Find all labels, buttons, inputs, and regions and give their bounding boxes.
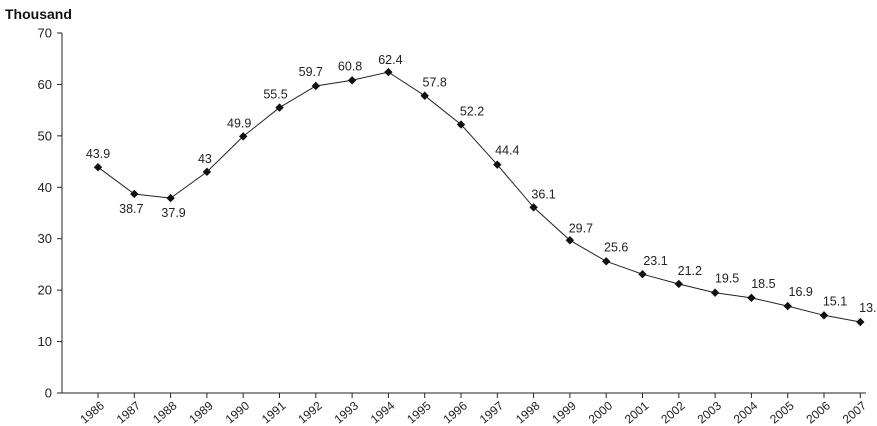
data-label: 49.9 (227, 116, 251, 130)
x-tick-label: 1990 (223, 398, 253, 426)
y-tick-label: 30 (38, 231, 52, 246)
data-point-marker (311, 81, 320, 91)
data-point-marker (493, 160, 502, 169)
data-label: 18.5 (751, 277, 775, 291)
data-label: 25.6 (604, 240, 628, 254)
data-label: 15.1 (823, 294, 847, 308)
data-label: 16.9 (789, 285, 813, 299)
y-tick-label: 70 (38, 26, 52, 41)
data-label: 36.1 (531, 187, 555, 201)
data-point-marker (166, 193, 175, 203)
x-tick-label: 1987 (114, 398, 144, 426)
x-tick-label: 1999 (549, 398, 579, 426)
data-point-marker (602, 257, 611, 266)
x-tick-label: 1997 (477, 398, 507, 426)
data-label: 62.4 (378, 53, 402, 67)
data-point-marker (710, 288, 720, 297)
x-tick-label: 2006 (803, 398, 833, 426)
x-tick-label: 2007 (840, 398, 870, 426)
data-point-marker (565, 236, 575, 245)
data-label: 43.9 (86, 147, 110, 161)
data-point-marker (456, 120, 466, 129)
x-tick-label: 2003 (695, 398, 725, 426)
x-tick-label: 1991 (259, 398, 289, 426)
x-tick-label: 2002 (658, 398, 688, 426)
y-tick-label: 60 (38, 77, 52, 92)
data-point-marker (819, 311, 829, 320)
x-tick-label: 1998 (513, 398, 543, 426)
data-point-marker (347, 76, 357, 85)
data-label: 59.7 (299, 65, 323, 79)
data-point-marker (384, 67, 393, 77)
data-label: 23.1 (643, 254, 667, 268)
data-point-marker (130, 189, 139, 199)
y-tick-label: 10 (38, 334, 52, 349)
data-label: 44.4 (495, 144, 519, 158)
data-label: 60.8 (338, 59, 362, 73)
data-point-marker (747, 293, 756, 303)
x-tick-label: 2005 (767, 398, 797, 426)
data-label: 29.7 (569, 221, 593, 235)
data-point-marker (783, 301, 792, 311)
x-tick-label: 1994 (368, 398, 398, 426)
x-tick-label: 1989 (186, 398, 216, 426)
x-tick-label: 2004 (731, 398, 761, 426)
data-label: 21.2 (678, 264, 702, 278)
data-label: 38.7 (119, 202, 143, 216)
y-tick-label: 0 (45, 386, 52, 401)
data-point-marker (529, 203, 538, 212)
y-tick-label: 40 (38, 180, 52, 195)
data-point-marker (674, 279, 683, 289)
x-tick-label: 1992 (295, 398, 325, 426)
data-label: 55.5 (263, 88, 287, 102)
x-tick-label: 1986 (77, 398, 107, 426)
x-tick-label: 2000 (586, 398, 616, 426)
series-line (97, 71, 861, 323)
data-point-marker (202, 167, 212, 177)
data-point-marker (93, 163, 103, 172)
x-tick-label: 1988 (150, 398, 180, 426)
data-point-marker (420, 91, 429, 100)
data-label: 57.8 (423, 76, 447, 90)
x-tick-label: 2001 (622, 398, 652, 426)
x-tick-label: 1995 (404, 398, 434, 426)
data-label: 13.8 (859, 301, 877, 315)
data-label: 37.9 (161, 206, 185, 220)
x-tick-label: 1993 (332, 398, 362, 426)
y-tick-label: 50 (38, 128, 52, 143)
data-point-marker (275, 103, 284, 112)
data-label: 52.2 (460, 105, 484, 119)
data-point-marker (638, 270, 647, 279)
data-point-marker (239, 132, 248, 141)
y-unit-label: Thousand (5, 6, 72, 22)
y-tick-label: 20 (38, 283, 52, 298)
x-tick-label: 1996 (440, 398, 470, 426)
data-point-marker (856, 317, 865, 327)
data-label: 43 (198, 152, 212, 166)
data-label: 19.5 (715, 272, 739, 286)
